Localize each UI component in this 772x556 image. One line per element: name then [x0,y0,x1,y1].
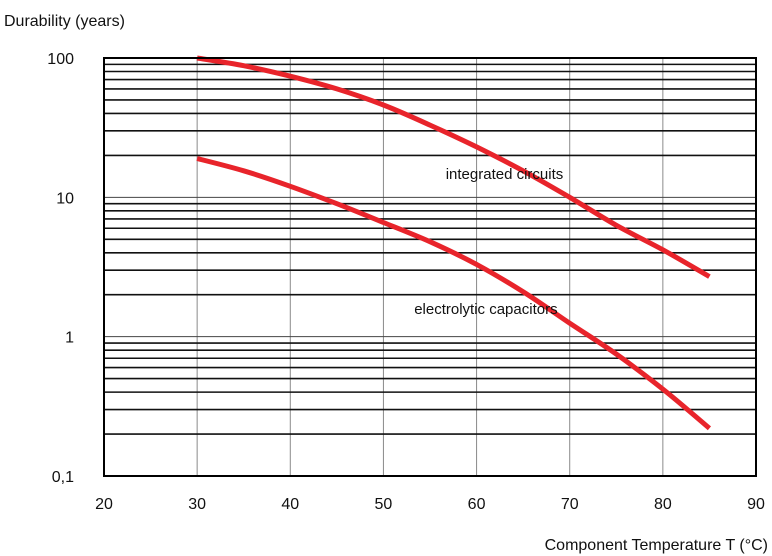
x-tick-label: 90 [747,496,765,513]
series-line-2 [197,159,709,429]
annotation-label: integrated circuits [446,166,564,183]
x-axis-title: Component Temperature T (°C) [545,537,768,554]
y-tick-label: 10 [56,190,74,207]
plot-frame [104,58,756,476]
x-tick-label: 40 [281,496,299,513]
tick-labels: 20 30 40 50 60 70 80 90 0,1 1 10 100 [47,51,765,513]
x-tick-label: 80 [654,496,672,513]
grid-lines [104,58,756,476]
annotation-label: electrolytic capacitors [414,301,557,318]
x-tick-label: 20 [95,496,113,513]
x-tick-label: 50 [375,496,393,513]
y-tick-label: 1 [65,330,74,347]
y-tick-label: 0,1 [52,469,74,486]
x-tick-label: 70 [561,496,579,513]
x-tick-label: 60 [468,496,486,513]
y-tick-label: 100 [47,51,74,68]
y-axis-title: Durability (years) [4,13,125,30]
x-tick-label: 30 [188,496,206,513]
